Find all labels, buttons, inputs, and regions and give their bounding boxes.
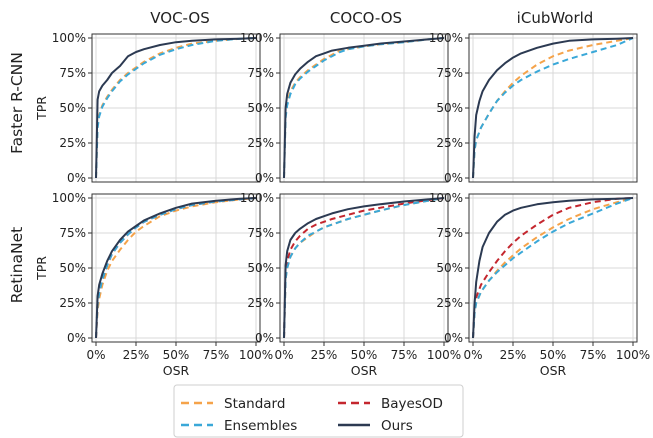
panel-retinanet-coco-os-series-ensembles xyxy=(283,197,445,339)
panel-retinanet-coco-os-x-tick-label-0: 0% xyxy=(274,348,293,362)
panel-retinanet-voc-os-y-tick-label-4: 100% xyxy=(52,191,86,205)
panel-retinanet-voc-os-x-tick-label-1: 25% xyxy=(123,348,150,362)
legend-label-ensembles: Ensembles xyxy=(224,418,297,434)
panel-retinanet-icubworld-y-tick-label-0: 0% xyxy=(444,331,463,345)
panel-retinanet-coco-os-y-tick-label-4: 100% xyxy=(240,191,274,205)
panel-faster-r-cnn-icubworld-y-tick-label-1: 25% xyxy=(436,136,463,150)
panel-faster-r-cnn-coco-os-y-tick-label-0: 0% xyxy=(255,171,274,185)
panel-retinanet-icubworld-series-ours xyxy=(472,197,634,339)
panel-retinanet-voc-os-y-tick-label-3: 75% xyxy=(59,226,86,240)
legend-entry-bayesod: BayesOD xyxy=(338,396,443,412)
panel-retinanet-coco-os-x-tick-label-4: 100% xyxy=(427,348,461,362)
panel-retinanet-coco-os-y-tick-label-1: 25% xyxy=(247,296,274,310)
panel-retinanet-icubworld-y-tick-label-1: 25% xyxy=(436,296,463,310)
panel-retinanet-voc-os-y-tick-label-2: 50% xyxy=(59,261,86,275)
panel-faster-r-cnn-icubworld-series-ours xyxy=(472,37,634,179)
panel-faster-r-cnn-coco-os-series-ours xyxy=(283,37,445,179)
panel-retinanet-voc-os-x-axis-label: OSR xyxy=(163,363,190,378)
panel-faster-r-cnn-voc-os-y-tick-label-0: 0% xyxy=(67,171,86,185)
row-title-retinanet: RetinaNet xyxy=(8,227,26,304)
panel-retinanet-voc-os-y-tick-label-1: 25% xyxy=(59,296,86,310)
panel-retinanet-coco-os-y-tick-label-3: 75% xyxy=(247,226,274,240)
panel-retinanet-coco-os: 0% 25% 50% 75% 100% OSR 0% 25% 50% 75% 100% xyxy=(240,191,461,378)
panel-faster-r-cnn-voc-os-y-axis-label: TPR xyxy=(34,96,49,121)
panel-retinanet-icubworld-x-tick-label-1: 25% xyxy=(500,348,527,362)
panel-faster-r-cnn-icubworld: 0% 25% 50% 75% 100% xyxy=(429,31,638,185)
panel-retinanet-icubworld-y-tick-label-3: 75% xyxy=(436,226,463,240)
panel-retinanet-icubworld-x-tick-label-4: 100% xyxy=(616,348,650,362)
panel-retinanet-coco-os-x-axis-label: OSR xyxy=(351,363,378,378)
panel-faster-r-cnn-coco-os-y-tick-label-2: 50% xyxy=(247,101,274,115)
panel-retinanet-coco-os-y-tick-label-2: 50% xyxy=(247,261,274,275)
column-title-voc-os: VOC-OS xyxy=(150,9,209,27)
panel-faster-r-cnn-voc-os-y-tick-label-2: 50% xyxy=(59,101,86,115)
panel-retinanet-icubworld: 0% 25% 50% 75% 100% OSR 0% 25% 50% 75% 100% xyxy=(429,191,650,378)
panel-retinanet-icubworld-series-ensembles xyxy=(472,197,634,339)
panel-retinanet-icubworld-series-bayesod xyxy=(472,197,634,339)
panel-retinanet-icubworld-x-tick-label-0: 0% xyxy=(463,348,482,362)
panel-grid: 0%25%50%75%100%TPR0%25%50%75%100%0%25%50… xyxy=(34,31,650,378)
column-title-icubworld: iCubWorld xyxy=(517,9,594,27)
panel-retinanet-voc-os-x-tick-label-0: 0% xyxy=(86,348,105,362)
panel-faster-r-cnn-icubworld-y-tick-label-4: 100% xyxy=(429,31,463,45)
legend-entry-ours: Ours xyxy=(338,418,413,434)
legend-label-ours: Ours xyxy=(381,418,413,434)
panel-retinanet-icubworld-y-tick-label-4: 100% xyxy=(429,191,463,205)
panel-retinanet-icubworld-x-tick-label-2: 50% xyxy=(540,348,567,362)
legend-entry-standard: Standard xyxy=(181,396,285,412)
panel-retinanet-icubworld-x-axis-label: OSR xyxy=(540,363,567,378)
panel-faster-r-cnn-coco-os: 0% 25% 50% 75% 100% xyxy=(240,31,449,185)
panel-retinanet-voc-os-y-axis-label: TPR xyxy=(34,256,49,281)
panel-faster-r-cnn-coco-os-y-tick-label-1: 25% xyxy=(247,136,274,150)
panel-retinanet-voc-os-x-tick-label-3: 75% xyxy=(203,348,230,362)
legend-entry-ensembles: Ensembles xyxy=(181,418,297,434)
legend-label-standard: Standard xyxy=(224,396,285,412)
panel-retinanet-coco-os-x-tick-label-3: 75% xyxy=(391,348,418,362)
panel-faster-r-cnn-coco-os-series-ensembles xyxy=(283,37,445,179)
panel-retinanet-voc-os-x-tick-label-2: 50% xyxy=(163,348,190,362)
panel-retinanet-coco-os-series-ours xyxy=(283,197,445,339)
legend: Standard BayesOD Ensembles Ours xyxy=(173,384,464,438)
panel-retinanet-coco-os-x-tick-label-1: 25% xyxy=(311,348,338,362)
column-title-coco-os: COCO-OS xyxy=(330,9,402,27)
panel-faster-r-cnn-icubworld-y-tick-label-3: 75% xyxy=(436,66,463,80)
panel-faster-r-cnn-voc-os: 0% 25% 50% 75% 100% TPR xyxy=(34,31,261,185)
panel-retinanet-voc-os: 0% 25% 50% 75% 100% OSR 0% 25% 50% 75% 100% TPR xyxy=(34,191,273,378)
legend-label-bayesod: BayesOD xyxy=(381,396,443,412)
panel-retinanet-coco-os-y-tick-label-0: 0% xyxy=(255,331,274,345)
panel-retinanet-voc-os-y-tick-label-0: 0% xyxy=(67,331,86,345)
panel-retinanet-icubworld-x-tick-label-3: 75% xyxy=(580,348,607,362)
panel-faster-r-cnn-voc-os-series-ours xyxy=(95,37,257,179)
panel-retinanet-icubworld-series-standard xyxy=(472,197,634,339)
panel-retinanet-voc-os-x-tick-label-4: 100% xyxy=(239,348,273,362)
panel-retinanet-voc-os-series-ensembles xyxy=(95,197,257,339)
panel-retinanet-coco-os-series-bayesod xyxy=(283,197,445,339)
panel-faster-r-cnn-voc-os-y-tick-label-4: 100% xyxy=(52,31,86,45)
legend-frame xyxy=(173,384,464,438)
panel-faster-r-cnn-icubworld-series-ensembles xyxy=(472,37,634,179)
panel-faster-r-cnn-coco-os-y-tick-label-3: 75% xyxy=(247,66,274,80)
panel-faster-r-cnn-icubworld-y-tick-label-0: 0% xyxy=(444,171,463,185)
panel-faster-r-cnn-coco-os-y-tick-label-4: 100% xyxy=(240,31,274,45)
panel-faster-r-cnn-voc-os-y-tick-label-1: 25% xyxy=(59,136,86,150)
panel-faster-r-cnn-voc-os-y-tick-label-3: 75% xyxy=(59,66,86,80)
panel-retinanet-coco-os-x-tick-label-2: 50% xyxy=(351,348,378,362)
panel-retinanet-voc-os-series-ours xyxy=(95,197,257,339)
panel-retinanet-voc-os-series-standard xyxy=(95,197,257,339)
row-title-faster-rcnn: Faster R-CNN xyxy=(8,52,26,154)
panel-retinanet-icubworld-y-tick-label-2: 50% xyxy=(436,261,463,275)
panel-faster-r-cnn-icubworld-y-tick-label-2: 50% xyxy=(436,101,463,115)
